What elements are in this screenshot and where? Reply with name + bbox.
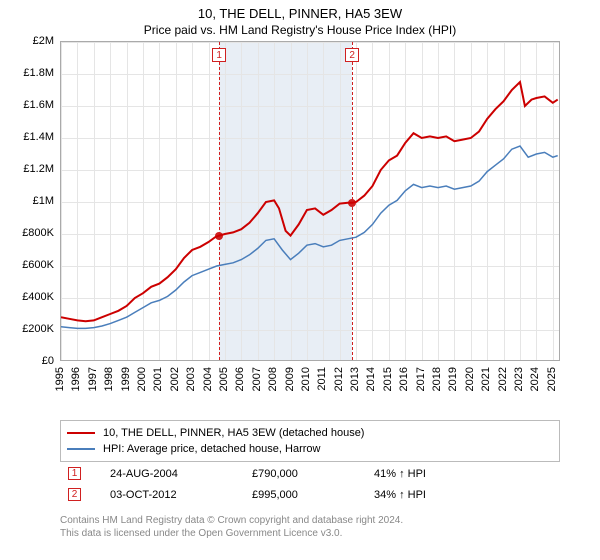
x-axis-label: 2003 <box>185 367 197 391</box>
x-axis-label: 1996 <box>70 367 82 391</box>
x-axis-label: 2001 <box>152 367 164 391</box>
series-line <box>61 146 558 328</box>
y-axis-label: £1.6M <box>0 99 54 111</box>
chart-title: 10, THE DELL, PINNER, HA5 3EW <box>0 0 600 21</box>
y-axis-label: £800K <box>0 227 54 239</box>
x-axis-label: 2006 <box>234 367 246 391</box>
legend-label: 10, THE DELL, PINNER, HA5 3EW (detached … <box>103 427 364 439</box>
x-axis-label: 1997 <box>87 367 99 391</box>
x-axis-label: 2000 <box>136 367 148 391</box>
series-line <box>61 82 558 321</box>
x-axis-label: 2009 <box>284 367 296 391</box>
chart-area: 12 £0 £200K £400K £600K £800K £1M £1.2M £1.4M £1.… <box>0 41 600 421</box>
legend-swatch <box>67 432 95 434</box>
x-axis-label: 2017 <box>415 367 427 391</box>
x-axis-label: 2005 <box>218 367 230 391</box>
chart-container: 10, THE DELL, PINNER, HA5 3EW Price paid… <box>0 0 600 560</box>
plot-area: 12 <box>60 41 560 361</box>
event-price: £790,000 <box>246 464 366 483</box>
legend-label: HPI: Average price, detached house, Harr… <box>103 443 320 455</box>
legend: 10, THE DELL, PINNER, HA5 3EW (detached … <box>60 420 560 462</box>
x-axis-label: 2018 <box>431 367 443 391</box>
x-axis-label: 2024 <box>529 367 541 391</box>
event-date: 03-OCT-2012 <box>104 485 244 504</box>
x-axis-label: 2016 <box>398 367 410 391</box>
y-axis-label: £1M <box>0 195 54 207</box>
x-axis-label: 1995 <box>54 367 66 391</box>
x-axis-label: 2013 <box>349 367 361 391</box>
x-axis-label: 2021 <box>480 367 492 391</box>
footer: Contains HM Land Registry data © Crown c… <box>60 514 560 540</box>
event-date: 24-AUG-2004 <box>104 464 244 483</box>
y-axis-label: £2M <box>0 35 54 47</box>
y-axis-label: £200K <box>0 323 54 335</box>
x-axis-label: 2014 <box>365 367 377 391</box>
table-row: 1 24-AUG-2004£790,00041% ↑ HPI <box>62 464 558 483</box>
event-number-box: 1 <box>68 467 81 480</box>
footer-line-1: Contains HM Land Registry data © Crown c… <box>60 514 560 527</box>
event-price: £995,000 <box>246 485 366 504</box>
table-row: 2 03-OCT-2012£995,00034% ↑ HPI <box>62 485 558 504</box>
y-axis-label: £0 <box>0 355 54 367</box>
y-axis-label: £1.8M <box>0 67 54 79</box>
x-axis-label: 2023 <box>513 367 525 391</box>
x-axis-label: 2002 <box>169 367 181 391</box>
footer-line-2: This data is licensed under the Open Gov… <box>60 527 560 540</box>
legend-item: 10, THE DELL, PINNER, HA5 3EW (detached … <box>67 425 553 441</box>
chart-subtitle: Price paid vs. HM Land Registry's House … <box>0 21 600 41</box>
event-number-box: 2 <box>68 488 81 501</box>
x-axis-label: 2008 <box>267 367 279 391</box>
series-svg <box>61 42 560 361</box>
x-axis-label: 2025 <box>546 367 558 391</box>
legend-swatch <box>67 448 95 450</box>
y-axis-label: £600K <box>0 259 54 271</box>
y-axis-label: £400K <box>0 291 54 303</box>
x-axis-label: 2004 <box>202 367 214 391</box>
x-axis-label: 2019 <box>447 367 459 391</box>
x-axis-label: 2011 <box>316 367 328 391</box>
x-axis-label: 2007 <box>251 367 263 391</box>
event-delta: 41% ↑ HPI <box>368 464 558 483</box>
x-axis-label: 1999 <box>120 367 132 391</box>
legend-item: HPI: Average price, detached house, Harr… <box>67 441 553 457</box>
x-axis-label: 2020 <box>464 367 476 391</box>
x-axis-label: 1998 <box>103 367 115 391</box>
events-table: 1 24-AUG-2004£790,00041% ↑ HPI 2 03-OCT-201… <box>60 462 560 506</box>
event-delta: 34% ↑ HPI <box>368 485 558 504</box>
y-axis-label: £1.4M <box>0 131 54 143</box>
x-axis-label: 2012 <box>333 367 345 391</box>
x-axis-label: 2015 <box>382 367 394 391</box>
y-axis-label: £1.2M <box>0 163 54 175</box>
x-axis-label: 2010 <box>300 367 312 391</box>
x-axis-label: 2022 <box>497 367 509 391</box>
